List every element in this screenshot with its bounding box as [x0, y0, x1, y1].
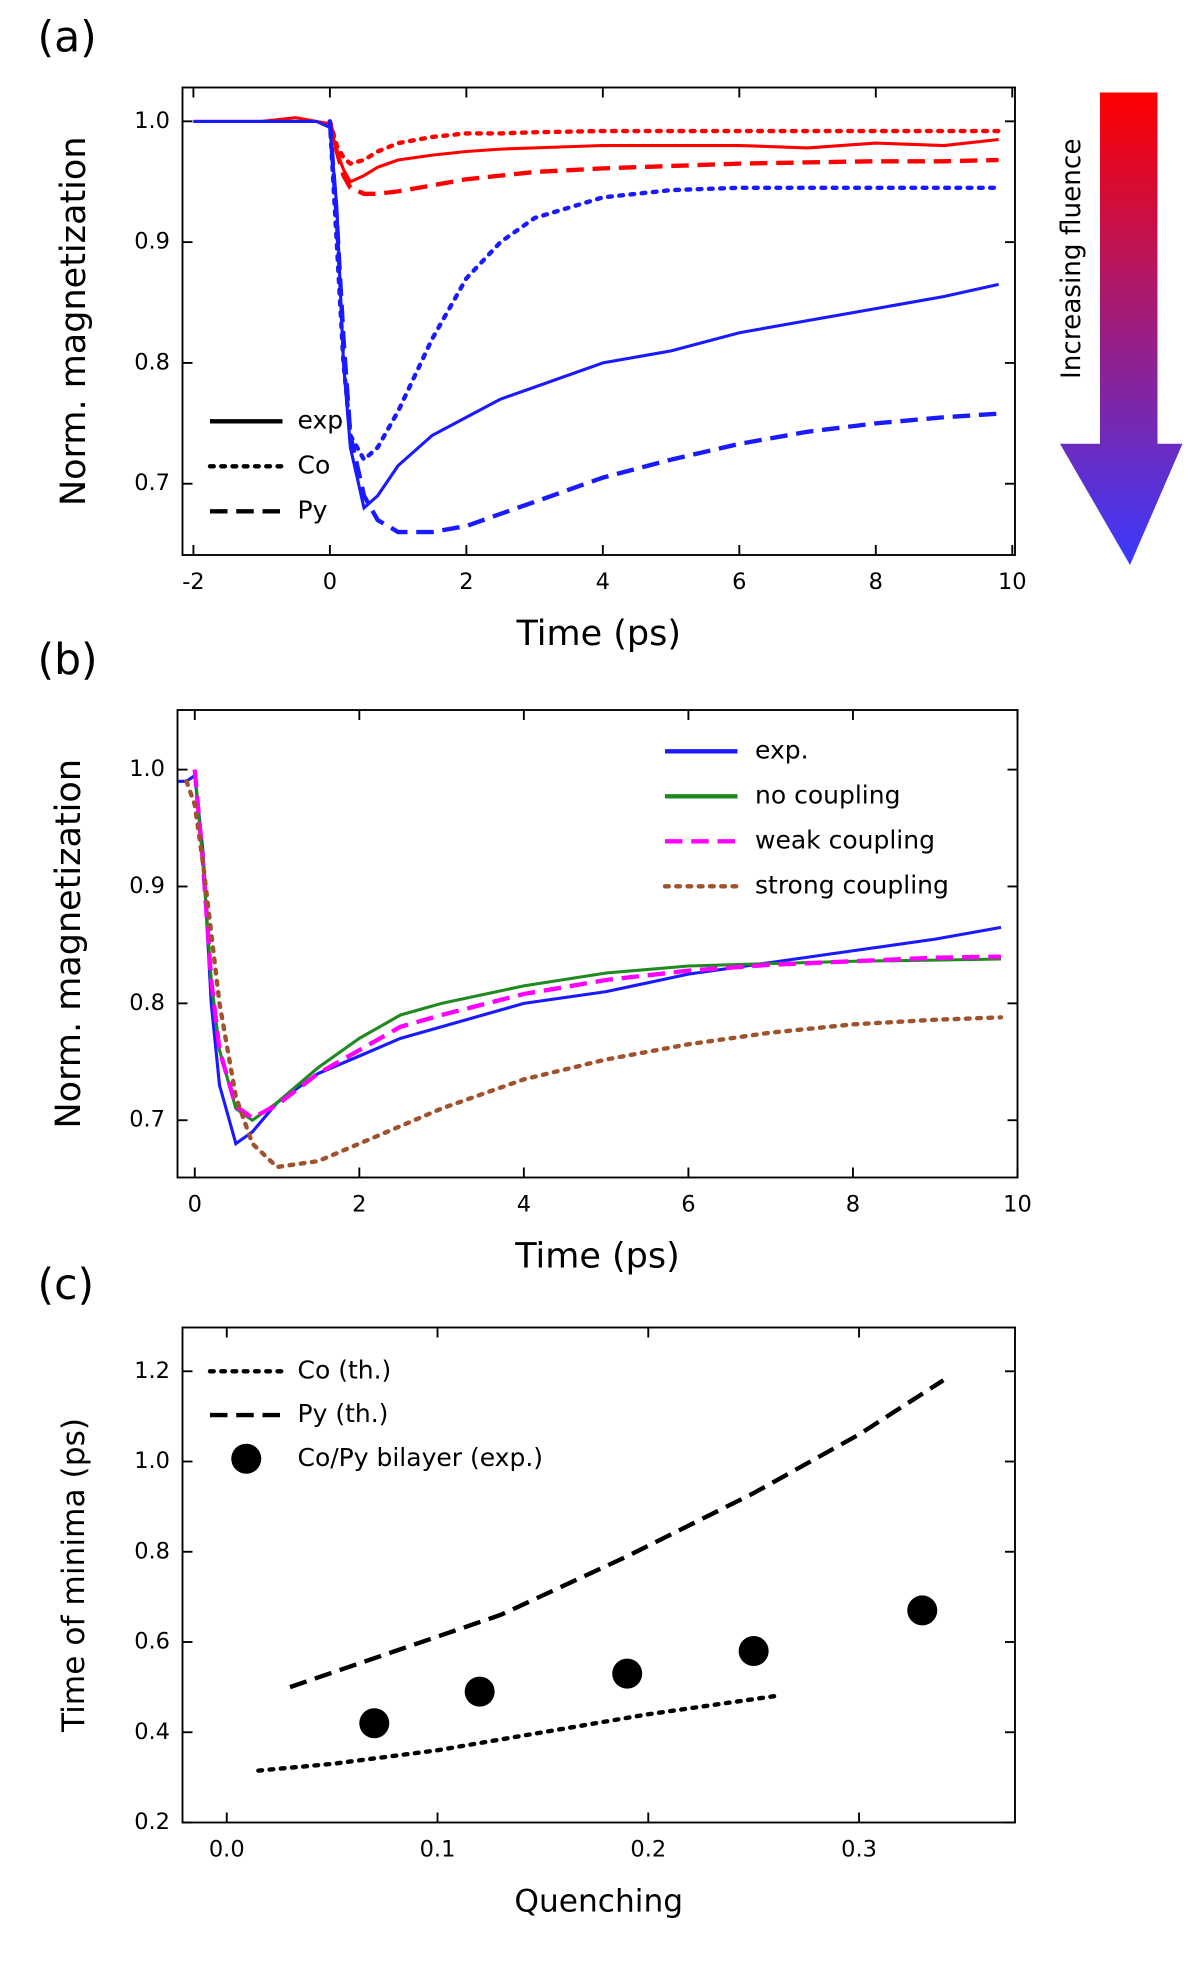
y-axis-label: Norm. magnetization [54, 137, 94, 506]
x-tick-label: 0.2 [630, 1837, 666, 1863]
y-tick-label: 1.0 [134, 108, 170, 134]
x-axis-label: Time (ps) [515, 614, 681, 654]
colorbar-label: Increasing fluence [1057, 139, 1087, 379]
plot-area [193, 116, 1001, 535]
data-line [193, 769, 1002, 1123]
axes-frame [181, 1326, 1016, 1824]
x-axis-label: Time (ps) [514, 1237, 680, 1277]
y-tick-label: 0.9 [134, 229, 170, 255]
legend-label: no coupling [755, 780, 900, 809]
data-point [359, 1708, 390, 1739]
x-tick-label: 8 [846, 1192, 860, 1218]
data-point [738, 1636, 769, 1667]
y-tick-label: 0.9 [129, 873, 165, 899]
x-tick-label: 0.3 [841, 1837, 877, 1863]
y-tick-label: 0.6 [134, 1629, 170, 1655]
y-tick-label: 0.7 [129, 1107, 165, 1133]
x-tick-label: 8 [869, 569, 883, 595]
x-tick-label: 0.0 [209, 1837, 245, 1863]
x-tick-label: 10 [998, 569, 1027, 595]
x-tick-label: 4 [517, 1192, 531, 1218]
data-line [193, 119, 999, 511]
x-tick-label: 0 [188, 1192, 202, 1218]
legend-marker [231, 1443, 262, 1474]
legend-label: Py (th.) [298, 1399, 389, 1428]
plot-area [178, 769, 1004, 1170]
axes-frame [176, 709, 1019, 1179]
legend-label: strong coupling [755, 870, 949, 899]
data-line [289, 1378, 945, 1690]
panel-label: (b) [38, 636, 98, 685]
data-line [192, 769, 1002, 1121]
x-tick-label: -2 [182, 569, 204, 595]
y-tick-label: 1.0 [129, 756, 165, 782]
panel-label: (a) [38, 14, 97, 63]
x-tick-label: 2 [459, 569, 473, 595]
y-axis-label: Norm. magnetization [49, 759, 89, 1129]
legend-label: Co (th.) [298, 1355, 392, 1384]
panel-label: (c) [38, 1261, 95, 1310]
legend-label: weak coupling [755, 825, 935, 854]
x-tick-label: 6 [732, 569, 746, 595]
data-line [256, 1693, 777, 1773]
data-point [907, 1595, 938, 1626]
x-tick-label: 10 [1003, 1192, 1032, 1218]
data-line [327, 119, 1001, 464]
y-tick-label: 1.0 [134, 1448, 170, 1474]
x-tick-label: 4 [596, 569, 610, 595]
x-tick-label: 6 [681, 1192, 695, 1218]
y-axis-label: Time of minima (ps) [56, 1418, 92, 1733]
legend-label: Co/Py bilayer (exp.) [298, 1443, 544, 1472]
y-tick-label: 0.8 [134, 1538, 170, 1564]
data-line [193, 116, 999, 184]
y-tick-label: 0.2 [134, 1809, 170, 1835]
y-tick-label: 0.4 [134, 1719, 170, 1745]
x-tick-label: 0 [323, 569, 337, 595]
data-line [327, 121, 999, 535]
data-point [612, 1658, 643, 1689]
y-tick-label: 0.8 [134, 349, 170, 375]
x-tick-label: 0.1 [420, 1837, 456, 1863]
data-line [327, 119, 1001, 167]
legend-label: exp. [755, 735, 809, 764]
data-line [327, 120, 999, 196]
legend-label: Co [298, 450, 331, 479]
data-point [464, 1676, 495, 1707]
legend-label: Py [298, 495, 328, 524]
y-tick-label: 0.7 [134, 470, 170, 496]
y-tick-label: 1.2 [134, 1358, 170, 1384]
y-tick-label: 0.8 [129, 990, 165, 1016]
plot-area [256, 1378, 945, 1773]
axes-frame [181, 86, 1016, 556]
x-tick-label: 2 [352, 1192, 366, 1218]
x-axis-label: Quenching [514, 1884, 683, 1920]
fluence-arrow [1060, 92, 1183, 565]
legend-label: exp [298, 405, 344, 434]
